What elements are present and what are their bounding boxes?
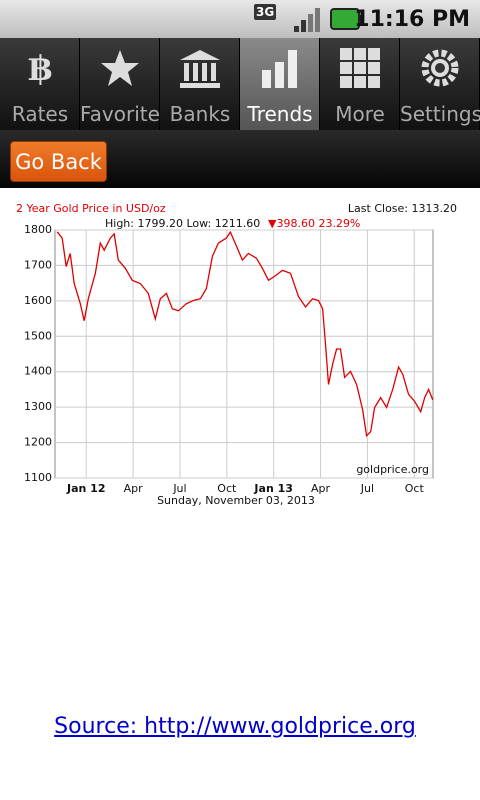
y-tick-label: 1200 <box>24 436 52 449</box>
status-bar: 3G 11:16 PM <box>0 0 480 38</box>
clock: 11:16 PM <box>354 7 470 32</box>
x-tick-label: Jul <box>360 482 374 495</box>
tab-icon <box>101 50 139 86</box>
source-link[interactable]: Source: http://www.goldprice.org <box>54 714 416 739</box>
price-change: ▼398.60 23.29% <box>268 217 360 230</box>
chart-date: Sunday, November 03, 2013 <box>157 494 315 507</box>
x-tick-label: Apr <box>311 482 331 495</box>
y-tick-label: 1600 <box>24 294 52 307</box>
chart-title: 2 Year Gold Price in USD/oz <box>16 202 166 215</box>
plot-area <box>54 229 434 479</box>
tab-label: Favorites <box>80 102 160 126</box>
tab-icon <box>180 50 220 88</box>
y-tick-label: 1400 <box>24 365 52 378</box>
signal-icon <box>294 8 320 32</box>
tab[interactable]: Favorites <box>80 38 160 130</box>
tab[interactable]: Settings <box>400 38 480 130</box>
x-tick-label: Jan 13 <box>253 482 292 495</box>
svg-text:฿: ฿ <box>28 49 52 89</box>
y-tick-label: 1100 <box>24 471 52 484</box>
tab-icon: ฿ <box>28 49 52 89</box>
chart: 2 Year Gold Price in USD/oz Last Close: … <box>16 202 457 507</box>
x-tick-label: Jul <box>172 482 186 495</box>
y-tick-label: 1300 <box>24 400 52 413</box>
network-indicator: 3G <box>254 4 277 20</box>
watermark: goldprice.org <box>356 463 429 476</box>
tab-icon <box>262 50 297 88</box>
battery-icon <box>330 8 363 30</box>
x-tick-label: Jan 12 <box>66 482 105 495</box>
tab-icon <box>340 48 380 88</box>
x-tick-label: Oct <box>217 482 237 495</box>
tab-bar: ฿ Rates Favorites Banks Trends More Setti… <box>0 38 480 130</box>
y-tick-label: 1500 <box>24 329 52 342</box>
toolbar: Go Back <box>0 130 480 188</box>
x-tick-label: Oct <box>405 482 425 495</box>
tab-label: Settings <box>400 102 480 126</box>
tab[interactable]: Trends <box>240 38 320 130</box>
tab[interactable]: More <box>320 38 400 130</box>
y-tick-label: 1700 <box>24 258 52 271</box>
go-back-button[interactable]: Go Back <box>10 141 107 182</box>
tab[interactable]: Banks <box>160 38 240 130</box>
tab-label: Banks <box>169 102 231 126</box>
tab-label: More <box>335 102 385 126</box>
y-tick-label: 1800 <box>24 223 52 236</box>
tab-label: Rates <box>11 102 69 126</box>
tab[interactable]: ฿ Rates <box>0 38 80 130</box>
x-tick-label: Apr <box>124 482 144 495</box>
tab-label: Trends <box>247 102 313 126</box>
last-close: Last Close: 1313.20 <box>348 202 457 215</box>
high-low: High: 1799.20 Low: 1211.60 <box>105 217 260 230</box>
price-line <box>56 230 434 438</box>
tab-icon <box>421 49 459 87</box>
